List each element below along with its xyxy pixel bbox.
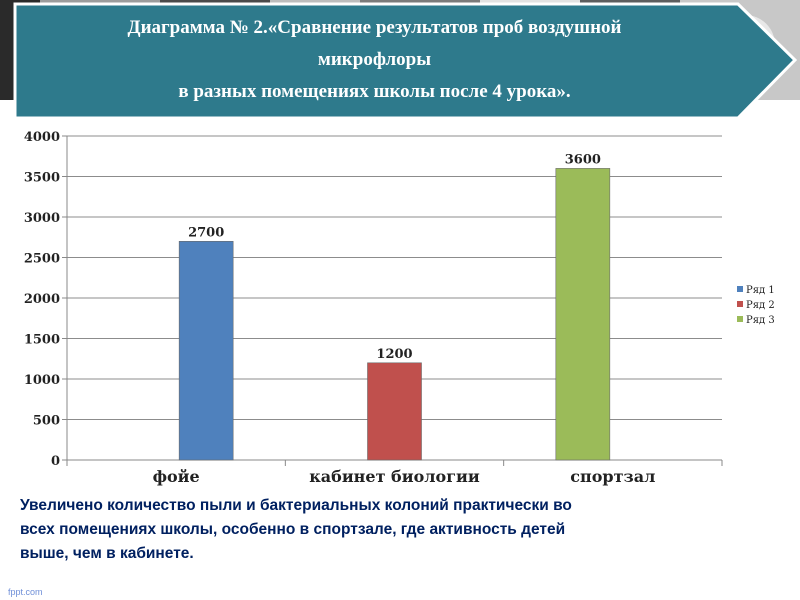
y-tick-label: 0 [51, 454, 60, 469]
y-tick-label: 2500 [24, 252, 60, 267]
x-tick-label: фойе [153, 467, 200, 486]
chart-canvas: 0 500 1000 1500 2000 2500 3000 3500 4000 2700 фойе… [24, 130, 775, 486]
y-tick-label: 2000 [24, 292, 60, 307]
y-tick-label: 3000 [24, 211, 60, 226]
legend-entry: Ряд 3 [746, 315, 775, 326]
legend-swatch [737, 316, 743, 322]
legend-swatch [737, 286, 743, 292]
bar [178, 241, 234, 461]
caption-line-3: выше, чем в кабинете. [20, 545, 194, 562]
banner-arrow-shape [13, 2, 798, 120]
legend-entry: Ряд 2 [746, 300, 775, 311]
title-line-2: микрофлоры [317, 49, 432, 70]
y-tick-label: 1000 [24, 373, 60, 388]
caption-line-2: всех помещениях школы, особенно в спортз… [20, 521, 566, 538]
watermark-text: fppt.com [8, 587, 43, 597]
y-tick-label: 1500 [24, 333, 60, 348]
x-tick-label: кабинет биологии [309, 467, 480, 486]
y-tick-label: 4000 [24, 130, 60, 145]
bar [555, 168, 611, 461]
data-label: 1200 [376, 347, 412, 362]
legend-entry: Ряд 1 [746, 285, 775, 296]
slide-title: Диаграмма № 2.«Сравнение результатов про… [22, 12, 727, 108]
caption-line-1: Увеличено количество пыли и бактериальны… [20, 497, 572, 514]
y-tick-label: 500 [33, 414, 60, 429]
title-line-3: в разных помещениях школы после 4 урока»… [178, 81, 571, 102]
legend-swatch [737, 301, 743, 307]
title-line-1: Диаграмма № 2.«Сравнение результатов про… [127, 17, 622, 38]
data-label: 3600 [565, 152, 601, 167]
bar-chart: 0 500 1000 1500 2000 2500 3000 3500 4000 2700 фойе… [0, 128, 800, 490]
slide-caption: Увеличено количество пыли и бактериальны… [20, 494, 760, 566]
y-tick-label: 3500 [24, 171, 60, 186]
bar [367, 362, 422, 461]
data-label: 2700 [188, 225, 224, 240]
x-tick-label: спортзал [570, 467, 655, 486]
title-banner: Диаграмма № 2.«Сравнение результатов про… [0, 0, 800, 125]
